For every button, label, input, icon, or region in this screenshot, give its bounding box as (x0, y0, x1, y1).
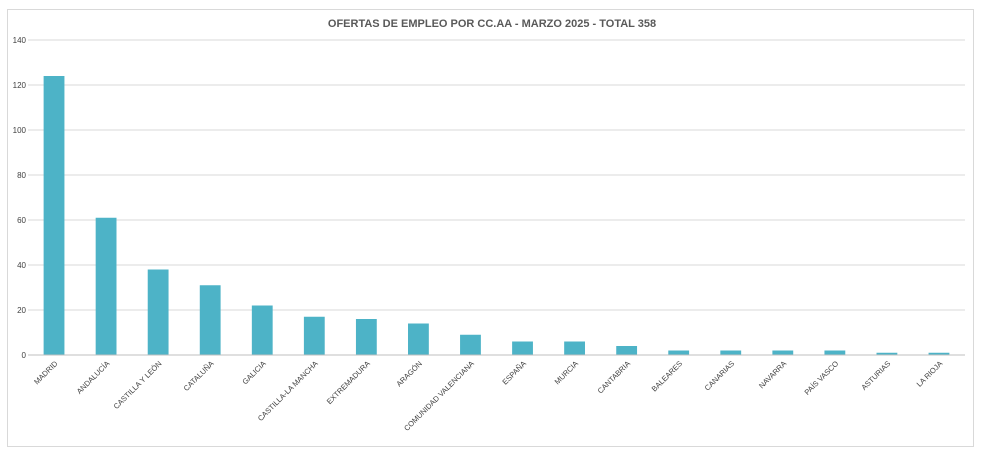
chart-title: OFERTAS DE EMPLEO POR CC.AA - MARZO 2025… (328, 18, 656, 30)
chart-frame (7, 9, 974, 447)
bar (772, 350, 794, 355)
x-tick-label: MADRID (32, 359, 60, 387)
bar (824, 350, 846, 355)
y-tick-label: 140 (13, 36, 27, 45)
bar (199, 285, 221, 355)
y-tick-label: 120 (13, 81, 27, 90)
x-axis-labels: MADRID ANDALUCÍA CASTILLA Y LEÓN CATALUÑA GA… (32, 359, 944, 433)
x-tick-label: EXTREMADURA (325, 359, 372, 406)
x-tick-label: MURCIA (553, 359, 580, 386)
x-tick-label: CANARIAS (703, 359, 736, 392)
bar (147, 269, 169, 355)
x-tick-label: ANDALUCÍA (75, 359, 112, 396)
y-tick-label: 100 (13, 126, 27, 135)
x-tick-label: ASTURIAS (859, 359, 892, 392)
bar (876, 352, 898, 355)
x-tick-label: CATALUÑA (182, 359, 216, 393)
bar (303, 316, 325, 355)
x-tick-label: CASTILLA-LA MANCHA (256, 359, 320, 423)
bar (408, 323, 429, 355)
bars (43, 76, 950, 355)
bar (928, 352, 950, 355)
bar (355, 319, 377, 355)
bar (512, 341, 533, 355)
x-tick-label: ESPAÑA (500, 359, 527, 386)
x-tick-label: CASTILLA Y LEÓN (112, 359, 164, 411)
x-tick-label: ARAGÓN (394, 359, 423, 388)
x-tick-label: BALEARES (650, 359, 684, 393)
y-tick-label: 60 (17, 216, 26, 225)
bar (460, 334, 481, 355)
bar (251, 305, 273, 355)
x-tick-label: CANTABRIA (596, 359, 632, 395)
y-tick-label: 0 (22, 351, 27, 360)
bar (668, 350, 690, 355)
x-tick-label: GALICIA (240, 359, 267, 386)
bar (564, 341, 585, 355)
bar (95, 217, 117, 355)
x-tick-label: LA RIOJA (915, 359, 945, 389)
bar (720, 350, 742, 355)
x-tick-label: PAÍS VASCO (803, 359, 841, 397)
y-tick-label: 40 (17, 261, 26, 270)
bar (43, 76, 65, 355)
y-tick-label: 20 (17, 306, 26, 315)
x-tick-label: NAVARRA (757, 359, 788, 390)
grid-lines (28, 39, 965, 311)
bar (616, 346, 638, 355)
y-tick-label: 80 (17, 171, 26, 180)
y-axis-ticks: 0 20 40 60 80 100 120 140 (13, 36, 27, 360)
